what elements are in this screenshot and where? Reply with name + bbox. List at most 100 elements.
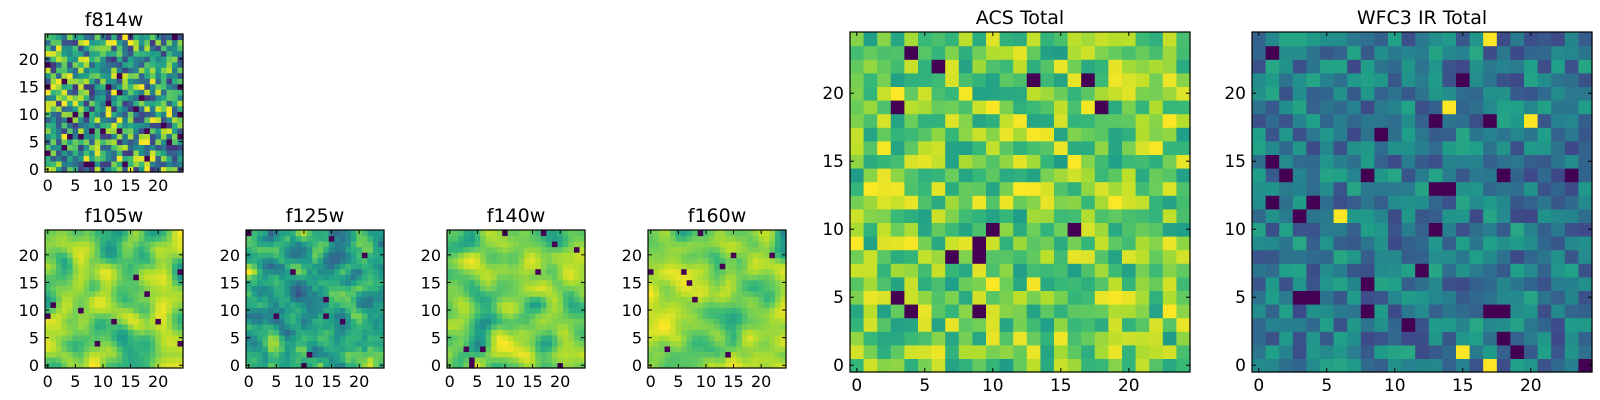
- heatmap-cell: [972, 222, 987, 237]
- heatmap-cell: [89, 329, 96, 336]
- heatmap-cell: [1537, 168, 1552, 183]
- heatmap-cell: [1537, 32, 1552, 47]
- heatmap-cell: [469, 362, 476, 369]
- heatmap-cell: [918, 59, 933, 74]
- heatmap-cell: [171, 39, 179, 46]
- heatmap-cell: [1469, 86, 1484, 101]
- heatmap-cell: [463, 345, 470, 353]
- heatmap-cell: [339, 345, 346, 353]
- heatmap-cell: [1578, 249, 1593, 264]
- heatmap-cell: [1483, 249, 1498, 264]
- heatmap-cell: [1122, 113, 1137, 128]
- heatmap-cell: [579, 230, 586, 237]
- heatmap-cell: [1013, 208, 1028, 223]
- heatmap-cell: [1026, 208, 1041, 223]
- heatmap-cell: [1333, 208, 1348, 223]
- heatmap-cell: [1483, 344, 1498, 359]
- heatmap-cell: [1026, 276, 1041, 291]
- heatmap-cell: [496, 340, 503, 347]
- heatmap-cell: [144, 56, 151, 63]
- heatmap-cell: [573, 268, 581, 275]
- heatmap-cell: [144, 133, 151, 140]
- heatmap-cell: [774, 323, 782, 330]
- heatmap-cell: [458, 235, 465, 242]
- heatmap-cell: [1149, 358, 1164, 373]
- heatmap-cell: [306, 356, 313, 364]
- heatmap-cell: [61, 105, 68, 112]
- heatmap-cell: [730, 301, 737, 308]
- heatmap-cell: [474, 345, 481, 353]
- x-tick-label: 15: [321, 372, 341, 391]
- heatmap-cell: [273, 301, 280, 308]
- heatmap-cell: [480, 235, 487, 242]
- heatmap-cell: [513, 268, 520, 275]
- heatmap-cell: [480, 268, 487, 275]
- heatmap-cell: [485, 340, 492, 347]
- heatmap-cell: [273, 340, 280, 347]
- heatmap-cell: [56, 50, 63, 57]
- heatmap-cell: [279, 323, 286, 330]
- heatmap-cell: [502, 318, 509, 325]
- heatmap-cell: [83, 50, 90, 57]
- heatmap-cell: [551, 257, 558, 264]
- heatmap-cell: [67, 351, 74, 358]
- heatmap-cell: [703, 345, 710, 353]
- heatmap-cell: [670, 230, 677, 237]
- heatmap-cell: [1347, 276, 1362, 291]
- x-tick-label: 0: [244, 372, 254, 391]
- heatmap-cell: [447, 323, 454, 330]
- heatmap-cell: [452, 257, 459, 264]
- heatmap-cell: [1081, 127, 1096, 142]
- heatmap-cell: [1162, 100, 1177, 115]
- heatmap-cell: [452, 279, 459, 286]
- heatmap-cell: [72, 111, 79, 118]
- heatmap-cell: [1347, 208, 1362, 223]
- heatmap-cell: [1054, 72, 1069, 87]
- heatmap-cell: [1320, 113, 1335, 128]
- heatmap-cell: [138, 160, 145, 168]
- heatmap-cell: [367, 296, 374, 303]
- heatmap-cell: [452, 307, 459, 314]
- heatmap-cell: [306, 318, 313, 325]
- heatmap-cell: [1564, 168, 1579, 183]
- heatmap-cell: [904, 59, 919, 74]
- heatmap-cell: [100, 345, 107, 353]
- heatmap-cell: [361, 263, 369, 270]
- heatmap-cell: [177, 246, 184, 253]
- heatmap-cell: [149, 290, 156, 297]
- heatmap-cell: [513, 246, 520, 253]
- heatmap-cell: [551, 279, 558, 286]
- heatmap-cell: [458, 301, 465, 308]
- heatmap-cell: [1122, 249, 1137, 264]
- heatmap-cell: [890, 45, 905, 60]
- heatmap-cell: [268, 318, 275, 325]
- heatmap-cell: [100, 127, 107, 134]
- heatmap-cell: [144, 45, 151, 52]
- heatmap-cell: [752, 351, 759, 358]
- heatmap-cell: [295, 323, 302, 330]
- heatmap-cell: [1320, 127, 1335, 142]
- heatmap-cell: [877, 276, 892, 291]
- heatmap-cell: [1279, 195, 1294, 210]
- heatmap-cell: [1306, 113, 1321, 128]
- heatmap-cell: [1456, 86, 1471, 101]
- heatmap-cell: [496, 334, 503, 341]
- heatmap-cell: [1292, 249, 1307, 264]
- heatmap-cell: [356, 279, 363, 286]
- heatmap-cell: [518, 340, 525, 347]
- heatmap-cell: [1176, 236, 1191, 251]
- heatmap-cell: [246, 312, 253, 319]
- heatmap-cell: [714, 323, 721, 330]
- heatmap-cell: [246, 263, 253, 270]
- heatmap-cell: [1415, 276, 1430, 291]
- heatmap-cell: [56, 89, 63, 96]
- heatmap-cell: [78, 246, 85, 253]
- heatmap-cell: [100, 312, 107, 319]
- heatmap-cell: [138, 155, 145, 162]
- heatmap-cell: [741, 268, 748, 275]
- heatmap-cell: [83, 296, 90, 303]
- heatmap-cell: [111, 285, 118, 292]
- heatmap-cell: [1564, 344, 1579, 359]
- heatmap-cell: [877, 127, 892, 142]
- heatmap-cell: [1551, 32, 1566, 47]
